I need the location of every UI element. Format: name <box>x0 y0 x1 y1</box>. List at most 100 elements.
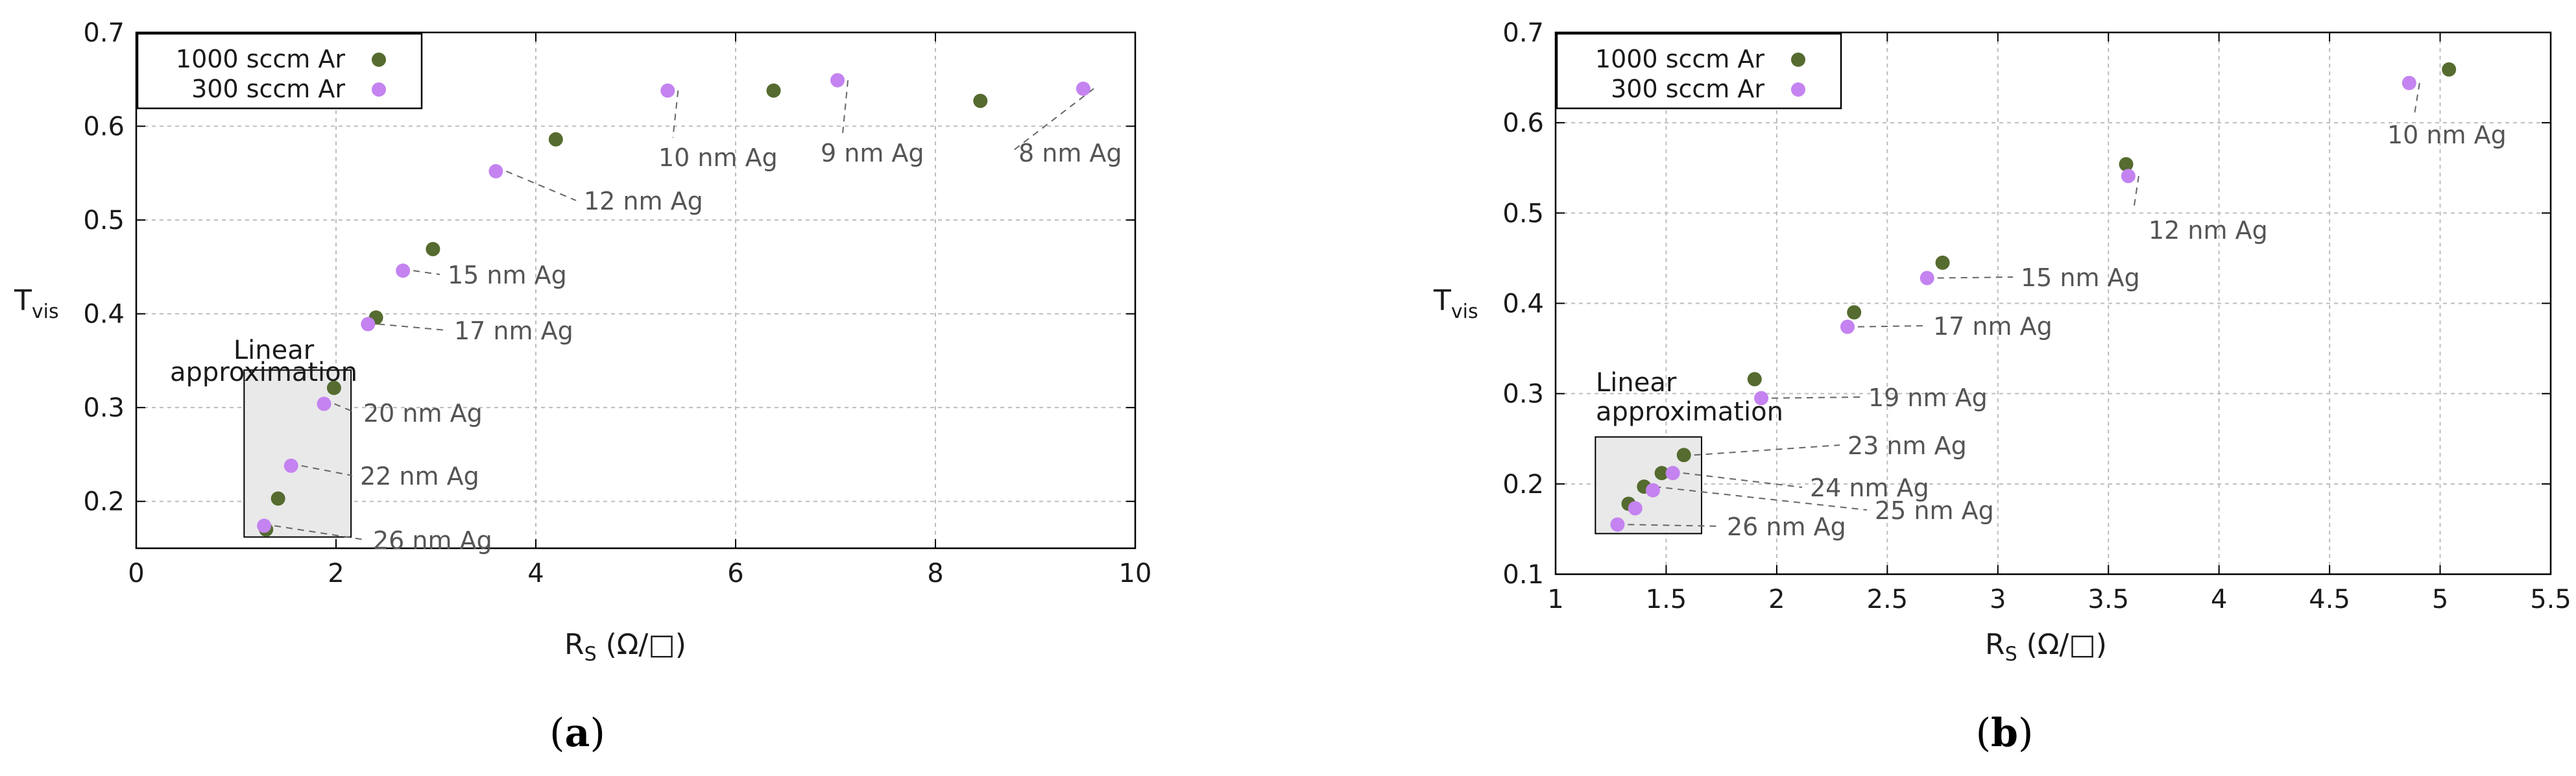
x-tick-label: 4 <box>527 559 544 588</box>
annotation-label: 15 nm Ag <box>2021 263 2140 292</box>
point-1000-sccm <box>1677 448 1691 462</box>
point-300-sccm <box>1840 320 1855 334</box>
x-tick-label: 5 <box>2432 585 2448 614</box>
legend-entry-label: 300 sccm Ar <box>1611 75 1764 103</box>
x-axis-label: RS (Ω/□) <box>1985 628 2107 666</box>
annotation-leader <box>1694 445 1840 455</box>
point-1000-sccm <box>271 491 285 505</box>
point-300-sccm <box>1076 82 1090 96</box>
y-tick-label: 0.3 <box>1502 380 1544 409</box>
point-300-sccm <box>1920 271 1934 285</box>
point-1000-sccm <box>2442 62 2456 77</box>
annotation-label: 9 nm Ag <box>821 139 924 167</box>
legend-marker <box>1791 82 1805 97</box>
point-300-sccm <box>317 396 331 411</box>
y-axis-label: Tvis <box>14 284 59 323</box>
point-1000-sccm <box>767 84 781 98</box>
x-tick-label: 4.5 <box>2309 585 2350 614</box>
point-300-sccm <box>257 518 271 533</box>
x-tick-label: 0 <box>128 559 144 588</box>
annotation-leader <box>506 171 576 200</box>
x-tick-label: 6 <box>727 559 743 588</box>
annotation-leader <box>1938 277 2013 278</box>
point-1000-sccm <box>426 242 440 256</box>
point-300-sccm <box>396 263 410 278</box>
annotation-label: 15 nm Ag <box>448 261 567 289</box>
x-tick-label: 2 <box>1768 585 1785 614</box>
linear-approximation-label: Linear <box>1596 368 1677 398</box>
y-tick-label: 0.6 <box>83 112 125 142</box>
annotation-label: 8 nm Ag <box>1018 139 1122 167</box>
x-tick-label: 1 <box>1547 585 1563 614</box>
x-axis-label: RS (Ω/□) <box>564 628 686 666</box>
point-300-sccm <box>1610 517 1624 531</box>
y-tick-label: 0.5 <box>1502 199 1544 228</box>
legend-marker <box>1791 53 1805 67</box>
annotation-label: 17 nm Ag <box>454 317 573 345</box>
y-tick-label: 0.1 <box>1502 560 1544 590</box>
figure: Linearapproximation0 2 4 6 8 100.20.30.40.50.… <box>0 0 2576 776</box>
legend-marker <box>372 53 386 67</box>
annotation-label: 12 nm Ag <box>584 187 703 215</box>
annotation-label: 26 nm Ag <box>373 526 492 555</box>
x-tick-label: 3 <box>1990 585 2006 614</box>
x-tick-label: 2 <box>328 559 344 588</box>
legend-entry-label: 1000 sccm Ar <box>176 45 345 73</box>
y-tick-label: 0.4 <box>83 300 125 330</box>
point-300-sccm <box>2121 169 2136 183</box>
annotation-leader <box>2414 83 2420 115</box>
annotation-label: 10 nm Ag <box>2387 121 2507 149</box>
annotation-label: 17 nm Ag <box>1933 312 2052 341</box>
x-tick-label: 10 <box>1119 559 1152 588</box>
annotation-label: 19 nm Ag <box>1868 383 1988 412</box>
y-tick-label: 0.2 <box>83 487 125 517</box>
legend-marker <box>372 82 386 97</box>
point-300-sccm <box>361 317 375 332</box>
y-tick-label: 0.2 <box>1502 470 1544 500</box>
y-axis-label: Tvis <box>1433 284 1478 323</box>
annotation-label: 12 nm Ag <box>2149 216 2268 245</box>
point-300-sccm <box>1666 466 1680 480</box>
annotation-leader <box>843 80 848 133</box>
point-300-sccm <box>2402 76 2416 90</box>
panel-caption: (b) <box>1976 710 2034 756</box>
linear-approximation-box <box>244 370 351 537</box>
x-tick-label: 8 <box>927 559 943 588</box>
annotation-label: 20 nm Ag <box>363 399 483 428</box>
legend-entry-label: 1000 sccm Ar <box>1595 45 1764 73</box>
y-tick-label: 0.4 <box>1502 289 1544 319</box>
annotation-label: 25 nm Ag <box>1875 496 1994 525</box>
point-300-sccm <box>660 84 675 98</box>
y-tick-label: 0.7 <box>83 18 125 48</box>
annotation-leader <box>413 271 440 274</box>
point-1000-sccm <box>973 94 987 108</box>
annotation-label: 26 nm Ag <box>1727 513 1846 541</box>
annotation-leader <box>1858 326 1925 327</box>
y-tick-label: 0.5 <box>83 206 125 236</box>
y-tick-label: 0.6 <box>1502 108 1544 138</box>
point-1000-sccm <box>1748 372 1762 386</box>
x-tick-label: 5.5 <box>2530 585 2571 614</box>
annotation-leader <box>378 324 446 330</box>
annotation-leader <box>2134 176 2139 210</box>
point-1000-sccm <box>1847 305 1861 319</box>
x-tick-label: 3.5 <box>2088 585 2129 614</box>
point-300-sccm <box>284 459 298 473</box>
x-tick-label: 4 <box>2211 585 2227 614</box>
point-300-sccm <box>1646 483 1660 498</box>
point-300-sccm <box>488 164 503 178</box>
annotation-label: 10 nm Ag <box>658 143 778 172</box>
point-1000-sccm <box>327 381 341 395</box>
point-1000-sccm <box>1936 256 1950 270</box>
y-tick-label: 0.7 <box>1502 18 1544 48</box>
annotation-leader <box>1772 397 1860 398</box>
annotation-label: 23 nm Ag <box>1848 431 1967 460</box>
annotation-label: 22 nm Ag <box>360 462 479 491</box>
panel-caption: (a) <box>549 710 605 756</box>
x-tick-label: 2.5 <box>1867 585 1908 614</box>
x-tick-label: 1.5 <box>1646 585 1687 614</box>
point-300-sccm <box>1754 391 1768 406</box>
y-tick-label: 0.3 <box>83 393 125 423</box>
